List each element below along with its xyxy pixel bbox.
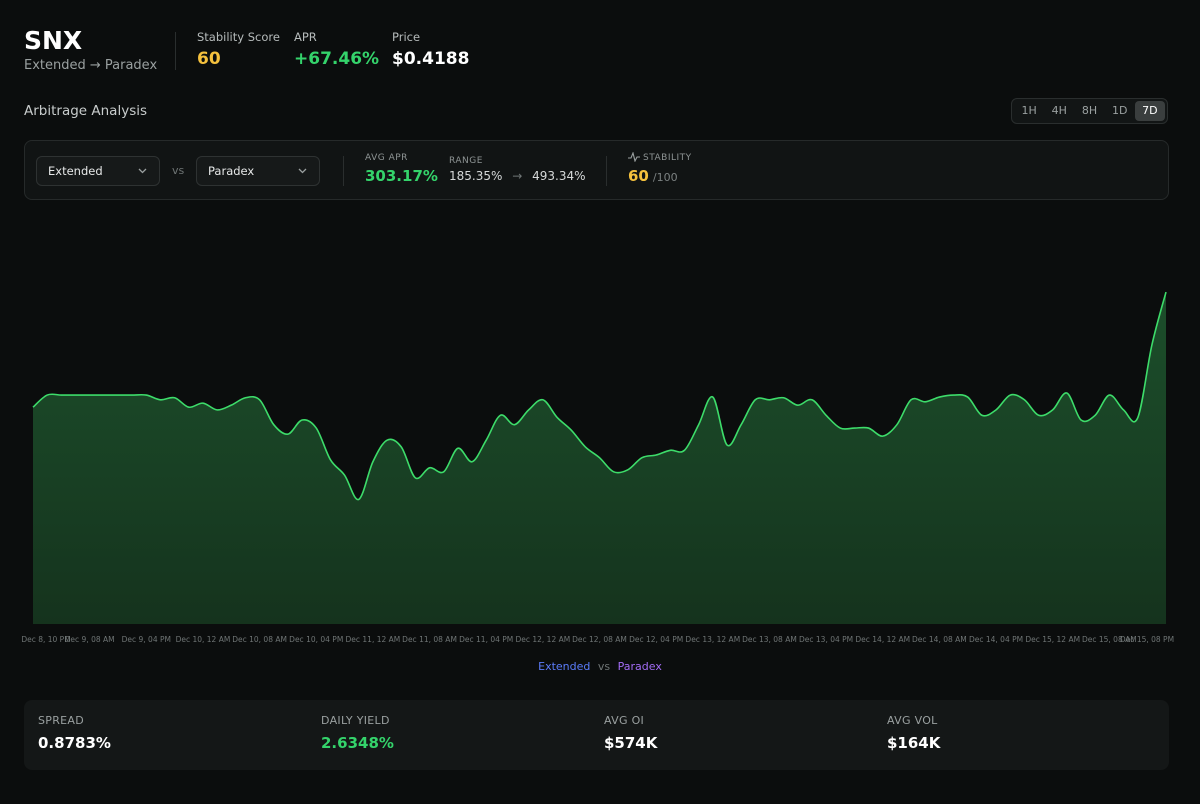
x-tick-label: Dec 15, 08 PM	[1120, 635, 1174, 644]
stat-value: $164K	[887, 734, 941, 752]
stability-value: 60	[628, 167, 649, 185]
stat-value: 2.6348%	[321, 734, 394, 752]
timeframe-selector: 1H 4H 8H 1D 7D	[1011, 98, 1168, 124]
exchange-a-dropdown[interactable]: Extended	[36, 156, 160, 186]
stability-max: /100	[652, 171, 678, 184]
x-tick-label: Dec 12, 12 AM	[515, 635, 570, 644]
legend-right: Paradex	[617, 660, 662, 673]
x-tick-label: Dec 10, 08 AM	[232, 635, 287, 644]
stat-label: DAILY YIELD	[321, 714, 390, 727]
stability-label: STABILITY	[643, 153, 692, 163]
x-tick-label: Dec 13, 04 PM	[799, 635, 853, 644]
stat-value: 0.8783%	[38, 734, 111, 752]
x-tick-label: Dec 14, 12 AM	[855, 635, 910, 644]
stats-panel: SPREAD 0.8783% DAILY YIELD 2.6348% AVG OI $57…	[24, 700, 1169, 770]
range-max: 493.34%	[532, 169, 586, 183]
x-tick-label: Dec 13, 12 AM	[685, 635, 740, 644]
legend: Extended vs Paradex	[0, 660, 1200, 673]
x-tick-label: Dec 11, 08 AM	[402, 635, 457, 644]
line	[32, 291, 1167, 501]
range-min: 185.35%	[449, 169, 503, 183]
metric: APR +67.46%	[294, 30, 379, 69]
divider	[343, 156, 344, 186]
metric-value: $0.4188	[392, 49, 470, 69]
control-panel: Extended vs Paradex AVG APR 303.17% RANG…	[24, 140, 1169, 200]
stat-label: SPREAD	[38, 714, 85, 727]
range-label: RANGE	[449, 156, 483, 166]
x-tick-label: Dec 9, 08 AM	[65, 635, 115, 644]
x-tick-label: Dec 12, 04 PM	[629, 635, 683, 644]
legend-middle: vs	[597, 660, 611, 673]
metric-label: APR	[294, 30, 317, 44]
avg-apr: 303.17%	[365, 167, 438, 185]
chevron	[298, 168, 307, 174]
route: Extended → Paradex	[24, 58, 158, 73]
stat-label: AVG VOL	[887, 714, 938, 727]
stability: 60/100	[628, 167, 678, 185]
stat-label: AVG OI	[604, 714, 645, 727]
exchange-a: Extended	[48, 164, 103, 178]
x-tick-label: Dec 10, 12 AM	[176, 635, 231, 644]
stat: AVG VOL $164K	[887, 714, 940, 752]
metric: Price $0.4188	[392, 30, 469, 69]
x-tick-label: Dec 11, 12 AM	[346, 635, 401, 644]
timeframe-button[interactable]: 4H	[1051, 104, 1067, 117]
metric-label: Price	[392, 30, 421, 44]
chevron	[138, 168, 147, 174]
stat: AVG OI $574K	[604, 714, 657, 752]
pulse-icon	[628, 152, 640, 162]
metric-label: Stability Score	[197, 30, 280, 44]
timeframe-button[interactable]: 1H	[1021, 104, 1037, 117]
exchange-b-dropdown[interactable]: Paradex	[196, 156, 320, 186]
metric-value: +67.46%	[294, 49, 380, 69]
x-tick-label: Dec 15, 08 AM	[1082, 635, 1137, 644]
timeframe-button[interactable]: 1D	[1111, 104, 1128, 117]
x-tick-label: Dec 10, 04 PM	[289, 635, 343, 644]
x-tick-label: Dec 9, 04 PM	[122, 635, 171, 644]
stat-value: $574K	[604, 734, 658, 752]
timeframe-button[interactable]: 7D	[1134, 101, 1166, 121]
legend-left: Extended	[538, 660, 591, 673]
x-tick-label: Dec 13, 08 AM	[742, 635, 797, 644]
range-arrow: →	[512, 169, 523, 183]
x-tick-label: Dec 15, 12 AM	[1025, 635, 1080, 644]
x-tick-label: Dec 12, 08 AM	[572, 635, 627, 644]
x-tick-label: Dec 14, 08 AM	[912, 635, 967, 644]
metric-value: 60	[197, 49, 221, 69]
x-tick-label: Dec 8, 10 PM	[21, 635, 70, 644]
stat: DAILY YIELD 2.6348%	[321, 714, 394, 752]
symbol: SNX	[24, 26, 83, 55]
avg-apr-label: AVG APR	[365, 153, 408, 163]
vs: vs	[172, 164, 185, 177]
stat: SPREAD 0.8783%	[38, 714, 111, 752]
x-tick-label: Dec 14, 04 PM	[969, 635, 1023, 644]
divider	[606, 156, 607, 186]
exchange-b: Paradex	[208, 164, 255, 178]
timeframe-button[interactable]: 8H	[1081, 104, 1098, 117]
metric: Stability Score 60	[197, 30, 280, 69]
range: 185.35% → 493.34%	[449, 169, 586, 183]
x-tick-label: Dec 11, 04 PM	[459, 635, 513, 644]
divider	[175, 32, 176, 70]
section-title: Arbitrage Analysis	[24, 103, 148, 119]
